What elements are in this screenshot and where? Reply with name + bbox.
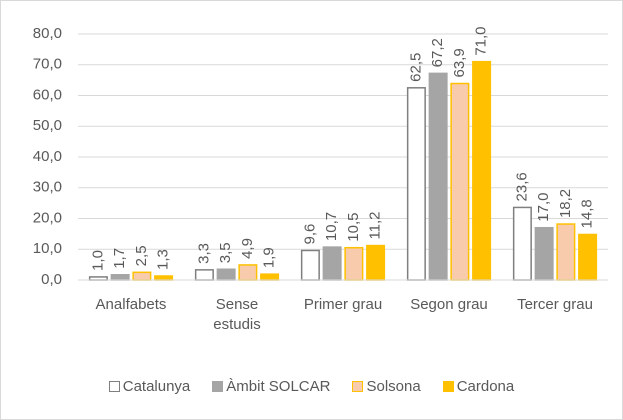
- bar: [450, 82, 470, 281]
- x-tick-label: Segon grau: [410, 296, 488, 313]
- legend-label: Solsona: [366, 378, 421, 395]
- bar: [512, 206, 532, 281]
- legend-swatch: [108, 381, 120, 392]
- y-tick-label: 50,0: [33, 117, 62, 134]
- bar: [406, 87, 426, 281]
- y-tick-label: 60,0: [33, 86, 62, 103]
- bar: [110, 274, 130, 281]
- data-label: 10,7: [323, 212, 340, 241]
- data-label: 17,0: [535, 193, 552, 222]
- data-label: 9,6: [301, 224, 318, 245]
- data-label: 14,8: [579, 199, 596, 228]
- data-label: 71,0: [473, 26, 490, 55]
- y-tick-label: 40,0: [33, 148, 62, 165]
- data-label: 63,9: [451, 48, 468, 77]
- data-label: 3,3: [195, 243, 212, 264]
- bar: [132, 271, 152, 281]
- bar: [300, 249, 320, 281]
- legend-item: Solsona: [352, 378, 421, 395]
- data-label: 1,0: [89, 250, 106, 271]
- y-tick-label: 0,0: [41, 271, 62, 288]
- data-label: 1,3: [155, 249, 172, 270]
- legend-swatch: [212, 381, 224, 392]
- legend-swatch: [352, 381, 364, 392]
- bar: [238, 264, 258, 281]
- data-label: 23,6: [513, 172, 530, 201]
- y-tick-label: 30,0: [33, 179, 62, 196]
- legend-item: Àmbit SOLCAR: [212, 378, 330, 395]
- y-tick-label: 20,0: [33, 209, 62, 226]
- x-tick-label: Analfabets: [95, 296, 167, 313]
- bar: [216, 268, 236, 281]
- legend-swatch: [442, 381, 454, 392]
- legend-item: Catalunya: [108, 378, 191, 395]
- data-label: 3,5: [217, 242, 234, 263]
- legend-item: Cardona: [442, 378, 515, 395]
- data-label: 11,2: [367, 211, 384, 239]
- legend: Catalunya Àmbit SOLCAR Solsona Cardona: [0, 378, 623, 395]
- data-label: 62,5: [407, 53, 424, 82]
- bar: [260, 273, 280, 281]
- bar: [154, 275, 174, 281]
- data-label: 67,2: [429, 38, 446, 67]
- bar: [344, 246, 364, 281]
- x-tick-label: Primer grau: [303, 296, 383, 313]
- y-tick-label: 70,0: [33, 56, 62, 73]
- data-label: 1,9: [261, 247, 278, 268]
- data-label: 1,7: [111, 248, 128, 269]
- bar: [578, 233, 598, 281]
- legend-label: Cardona: [456, 378, 515, 395]
- y-tick-label: 80,0: [33, 25, 62, 42]
- bar: [534, 226, 554, 281]
- x-tick-label: Tercer grau: [517, 296, 593, 313]
- bar: [472, 60, 492, 281]
- data-label: 4,9: [239, 238, 256, 259]
- data-label: 2,5: [133, 245, 150, 266]
- bar: [194, 269, 214, 281]
- bar: [366, 244, 386, 281]
- data-label: 18,2: [557, 189, 574, 218]
- bar: [322, 246, 342, 281]
- bar: [556, 223, 576, 281]
- bar: [428, 72, 448, 281]
- legend-label: Àmbit SOLCAR: [226, 378, 331, 395]
- legend-label: Catalunya: [122, 378, 191, 395]
- data-label: 10,5: [345, 213, 362, 242]
- x-tick-label: Sense estudis: [213, 296, 261, 333]
- y-tick-label: 10,0: [33, 240, 62, 257]
